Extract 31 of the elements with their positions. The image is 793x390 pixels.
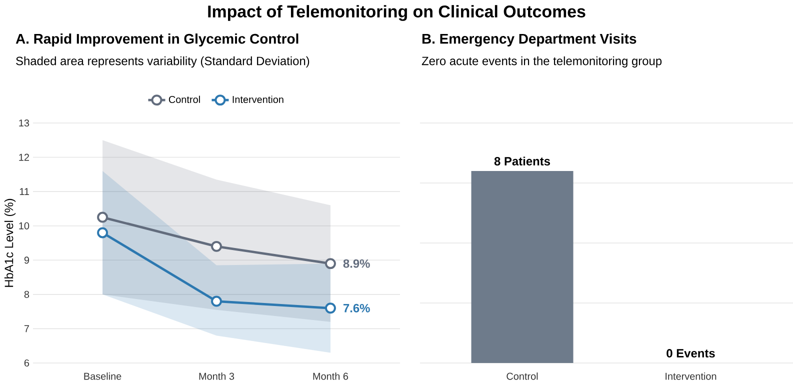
chart-title: A. Rapid Improvement in Glycemic Control: [16, 34, 298, 46]
legend-label: Intervention: [232, 96, 284, 104]
y-tick-label: 9: [24, 256, 30, 264]
text: Impact of Telemonitoring on Clinical Outcomes: [208, 5, 586, 21]
x-tick-label: Intervention: [666, 372, 716, 380]
point: [324, 302, 336, 314]
y-tick-label: 6: [24, 359, 30, 367]
x-tick-label: Month 6: [313, 372, 348, 380]
y-tick-label: 10: [19, 222, 30, 230]
data-label: 8.9%: [343, 259, 370, 268]
point: [324, 258, 336, 270]
y-tick-label: 7: [24, 325, 29, 332]
x-tick-label: Baseline: [84, 372, 122, 380]
y-axis-title: HbA1c Level (%): [4, 198, 16, 287]
point: [97, 227, 108, 238]
point: [211, 240, 222, 252]
y-tick-label: 8: [24, 290, 30, 298]
x-tick-label: Month 3: [199, 372, 234, 380]
chart-subtitle: Zero acute events in the telemonitoring group: [422, 56, 662, 68]
point: [97, 212, 108, 223]
y-tick-label: 12: [19, 154, 29, 161]
chart-title: B. Emergency Department Visits: [422, 33, 636, 47]
x-tick-label: Control: [506, 372, 538, 380]
y-tick-label: 11: [20, 188, 29, 195]
legend-label: Control: [168, 96, 200, 104]
chart-subtitle: Shaded area represents variability (Standard Deviation): [16, 56, 310, 68]
data-label: 8 Patients: [494, 156, 550, 166]
y-tick-label: 13: [19, 119, 30, 127]
data-label: 0 Events: [666, 349, 715, 358]
data-label: 7.6%: [343, 304, 370, 312]
point: [211, 296, 222, 307]
